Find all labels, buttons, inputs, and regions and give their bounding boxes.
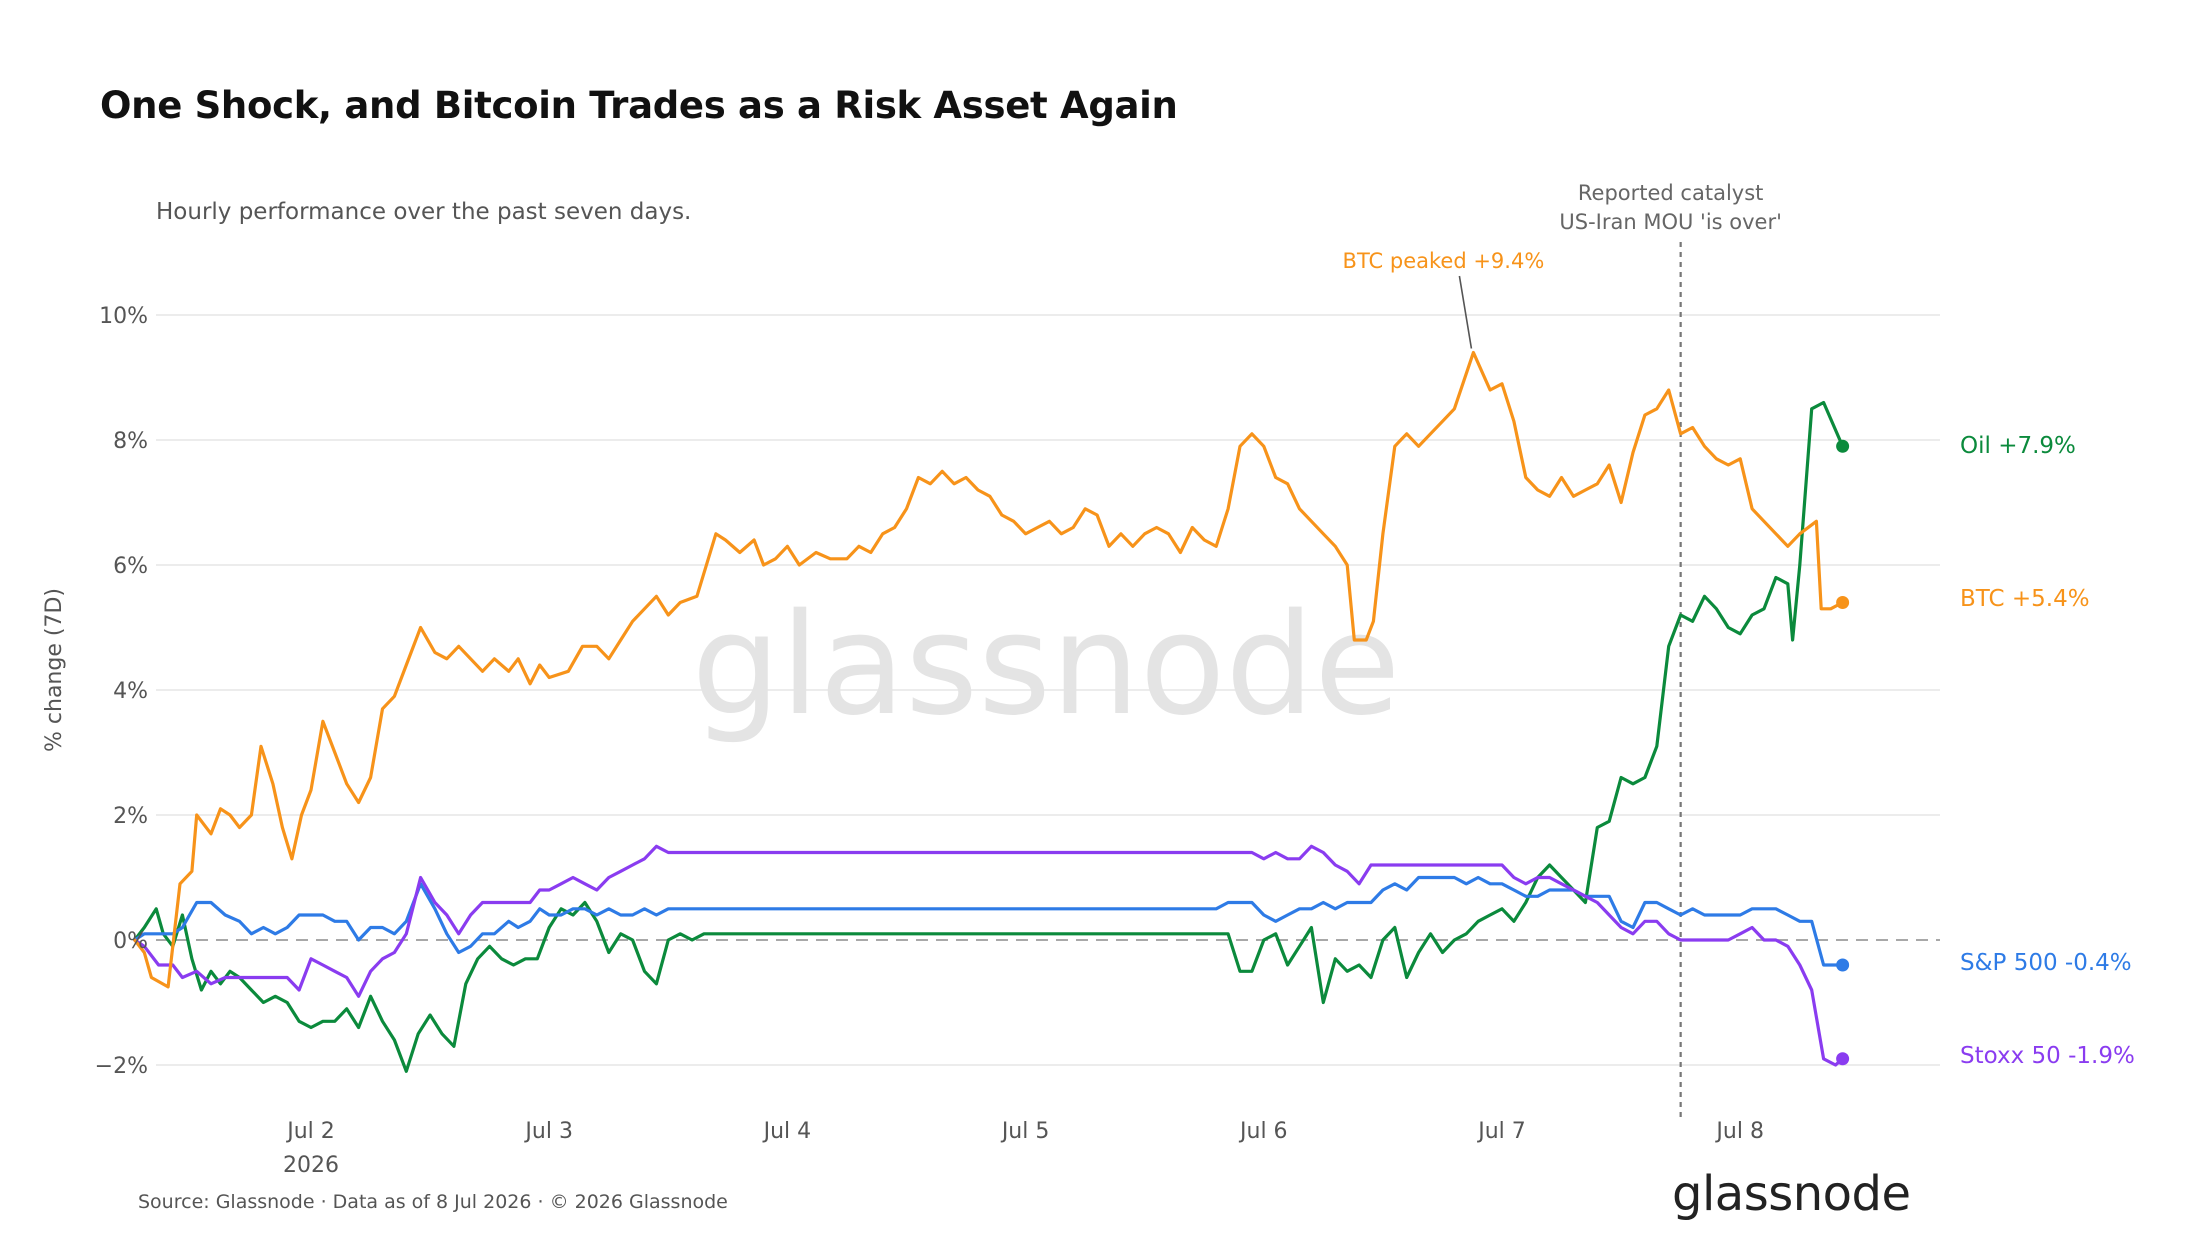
y-tick-label: 4% [113,679,148,704]
series-line-btc [133,350,1845,989]
series-endpoint-oil [1836,439,1850,453]
x-axis-ticks: Jul 2 Jul 3 Jul 4 Jul 5 Jul 6 Jul 7 Jul 8 2026 [283,1119,1764,1178]
x-tick-label: Jul 2 [285,1119,335,1144]
y-axis-ticks: −2% 0% 2% 4% 6% 8% 10% [95,304,148,1079]
end-label-stoxx: Stoxx 50 -1.9% [1960,1043,2135,1069]
series-lines [133,350,1850,1073]
glassnode-logo: glassnode [1672,1166,1911,1222]
y-tick-label: 0% [113,929,148,954]
y-tick-label: −2% [95,1054,148,1079]
y-tick-label: 2% [113,804,148,829]
peak-label: BTC peaked +9.4% [1343,249,1545,273]
series-endpoint-stoxx [1836,1052,1850,1066]
x-tick-label: Jul 3 [523,1119,573,1144]
end-label-sp500: S&P 500 -0.4% [1960,950,2132,976]
y-tick-label: 6% [113,554,148,579]
x-tick-label: Jul 6 [1238,1119,1288,1144]
series-endpoint-btc [1836,596,1850,609]
series-line-sp500 [133,875,1845,967]
x-tick-label: Jul 7 [1476,1119,1526,1144]
y-tick-label: 8% [113,429,148,454]
x-tick-label: Jul 4 [762,1119,812,1144]
x-tick-year: 2026 [283,1153,339,1178]
grid-lines [156,314,1940,1066]
series-line-stoxx [133,844,1845,1067]
end-label-btc: BTC +5.4% [1960,586,2090,612]
x-tick-label: Jul 5 [1000,1119,1050,1144]
chart-subtitle: Hourly performance over the past seven d… [156,199,692,225]
y-tick-label: 10% [99,304,148,329]
end-labels: Oil +7.9% S&P 500 -0.4% Stoxx 50 -1.9% BTC … [1960,433,2135,1069]
watermark: glassnode [692,584,1401,747]
y-axis-label: % change (7D) [42,588,67,752]
source-note: Source: Glassnode · Data as of 8 Jul 202… [138,1191,728,1213]
series-endpoint-sp500 [1836,958,1850,972]
end-label-oil: Oil +7.9% [1960,433,2076,459]
series-line-oil [133,400,1845,1073]
x-tick-label: Jul 8 [1714,1119,1764,1144]
chart-title: One Shock, and Bitcoin Trades as a Risk … [100,84,1178,127]
catalyst-label-line2: US-Iran MOU 'is over' [1559,210,1781,234]
catalyst-annotation: Reported catalyst US-Iran MOU 'is over' BT… [1343,181,1782,1118]
peak-pointer [1458,275,1473,349]
catalyst-label-line1: Reported catalyst [1578,181,1764,205]
